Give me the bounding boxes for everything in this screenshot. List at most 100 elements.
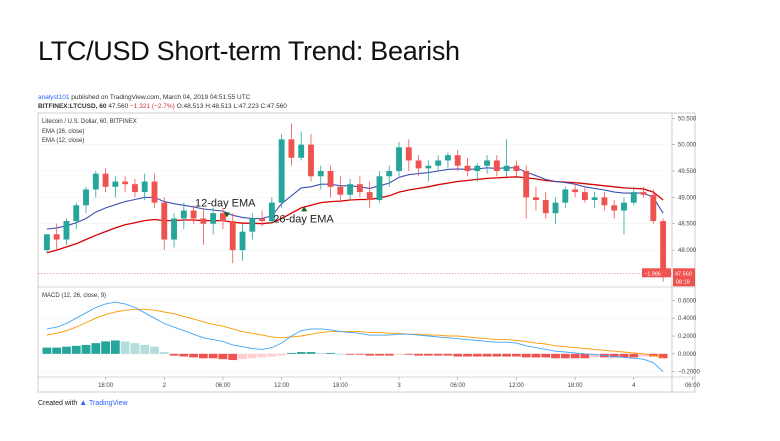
time-tick-label: 06:00	[215, 383, 231, 389]
page-title: LTC/USD Short-term Trend: Bearish	[38, 36, 460, 66]
time-tick-label: 3	[397, 383, 401, 389]
macd-histogram-bar	[580, 353, 590, 359]
macd-histogram-bar	[629, 353, 639, 358]
macd-histogram-bar	[492, 353, 502, 357]
macd-histogram-bar	[198, 353, 208, 359]
macd-histogram-bar	[238, 353, 247, 360]
candle-body	[591, 197, 598, 200]
candle-body	[425, 165, 432, 169]
candle-body	[611, 205, 618, 211]
candle-body	[660, 221, 667, 274]
ohlc-open: O:48.513	[176, 103, 204, 110]
macd-histogram-bar	[463, 353, 472, 357]
time-tick-label: 4	[632, 383, 636, 389]
macd-tick-label: 0.6000	[678, 298, 697, 304]
candle-body	[484, 160, 490, 166]
macd-histogram-bar	[62, 346, 71, 354]
candle-body	[102, 173, 109, 187]
last-change-label: −1.986	[644, 271, 661, 277]
candle-body	[415, 160, 422, 169]
macd-histogram-bar	[267, 353, 277, 357]
credit-brand[interactable]: TradingView	[89, 400, 128, 407]
candle-body	[523, 171, 530, 198]
macd-tick-label: 0.4000	[678, 316, 697, 322]
macd-histogram-bar	[101, 341, 110, 354]
candle-body	[601, 197, 608, 206]
macd-histogram-bar	[208, 353, 218, 359]
annotation-arrow-down-icon	[223, 212, 230, 218]
candle-body	[268, 202, 275, 222]
candle-body	[298, 144, 305, 158]
price-tick-label: 50.500	[678, 116, 697, 122]
candle-body	[122, 181, 129, 185]
macd-histogram-bar	[42, 347, 52, 354]
macd-histogram-bar	[287, 352, 296, 354]
macd-histogram-bar	[189, 353, 199, 358]
macd-histogram-bar	[609, 353, 619, 358]
ema-12-legend: EMA (12, close)	[42, 138, 84, 144]
price-tick-label: 49.000	[678, 195, 697, 201]
candle-body	[278, 139, 285, 203]
candle-body	[229, 221, 236, 251]
macd-histogram-bar	[179, 353, 189, 357]
candle-body	[474, 165, 481, 171]
candle-body	[259, 218, 266, 222]
ema-26-legend: EMA (26, close)	[42, 129, 84, 135]
candle-body	[200, 218, 207, 224]
macd-pane: 0.6000 0.4000 0.2000 0.0000 −0.2000 MACD (12,…	[38, 293, 701, 376]
macd-histogram-bar	[296, 352, 306, 354]
publisher-line: analyst101 published on TradingView.com,…	[38, 94, 250, 101]
candle-body	[161, 202, 168, 240]
candle-body	[73, 205, 80, 222]
macd-histogram-bar	[551, 353, 560, 359]
macd-histogram-bar	[394, 353, 404, 355]
author-link[interactable]: analyst101	[38, 94, 70, 101]
macd-histogram-bar	[531, 353, 541, 358]
candle-body	[621, 202, 627, 211]
time-tick-label: 18:00	[568, 383, 584, 389]
last-price: 47.560	[108, 103, 129, 110]
macd-histogram-bar	[423, 353, 433, 356]
macd-histogram-bar	[404, 353, 414, 355]
annotation-arrow-up-icon	[301, 206, 308, 212]
macd-tick-label: −0.2000	[678, 370, 701, 376]
macd-histogram-bar	[658, 353, 668, 359]
candle-body	[513, 165, 520, 171]
tradingview-logo-icon: ▲	[79, 398, 88, 407]
candle-body	[317, 171, 324, 177]
macd-histogram-bar	[414, 353, 423, 356]
macd-histogram-bar	[169, 353, 179, 356]
time-tick-label: 12:00	[509, 383, 525, 389]
macd-histogram-bar	[384, 353, 394, 356]
time-tick-label: 12:00	[274, 383, 290, 389]
price-pane-title: Litecoin / U.S. Dollar, 60, BITFINEX	[42, 119, 137, 125]
candle-body	[464, 165, 471, 171]
macd-histogram-bar	[511, 353, 521, 357]
credit-prefix: Created with	[38, 400, 78, 407]
countdown-label: 08:18	[676, 279, 690, 285]
macd-histogram-bar	[257, 353, 267, 358]
last-change-tag	[642, 268, 671, 278]
candle-body	[396, 147, 402, 171]
macd-histogram-bar	[159, 352, 169, 354]
candle-body	[171, 218, 177, 240]
time-tick-label: 2	[163, 383, 167, 389]
candle-body	[493, 160, 500, 171]
candle-body	[43, 234, 50, 251]
candle-body	[533, 197, 539, 200]
macd-line	[46, 301, 664, 373]
price-tick-label: 48.500	[678, 222, 697, 228]
last-price-tag	[673, 268, 695, 287]
price-change: −1.321 (−2.7%)	[130, 103, 175, 110]
macd-histogram-bar	[541, 353, 551, 358]
candle-body	[630, 192, 637, 203]
macd-histogram-bar	[306, 352, 316, 354]
candle-body	[640, 192, 647, 195]
candle-body	[151, 181, 158, 203]
candle-body	[454, 155, 461, 166]
macd-signal-line	[46, 308, 664, 358]
candle-body	[63, 221, 70, 240]
macd-tick-label: 0.0000	[678, 352, 697, 358]
macd-histogram-bar	[482, 353, 492, 357]
